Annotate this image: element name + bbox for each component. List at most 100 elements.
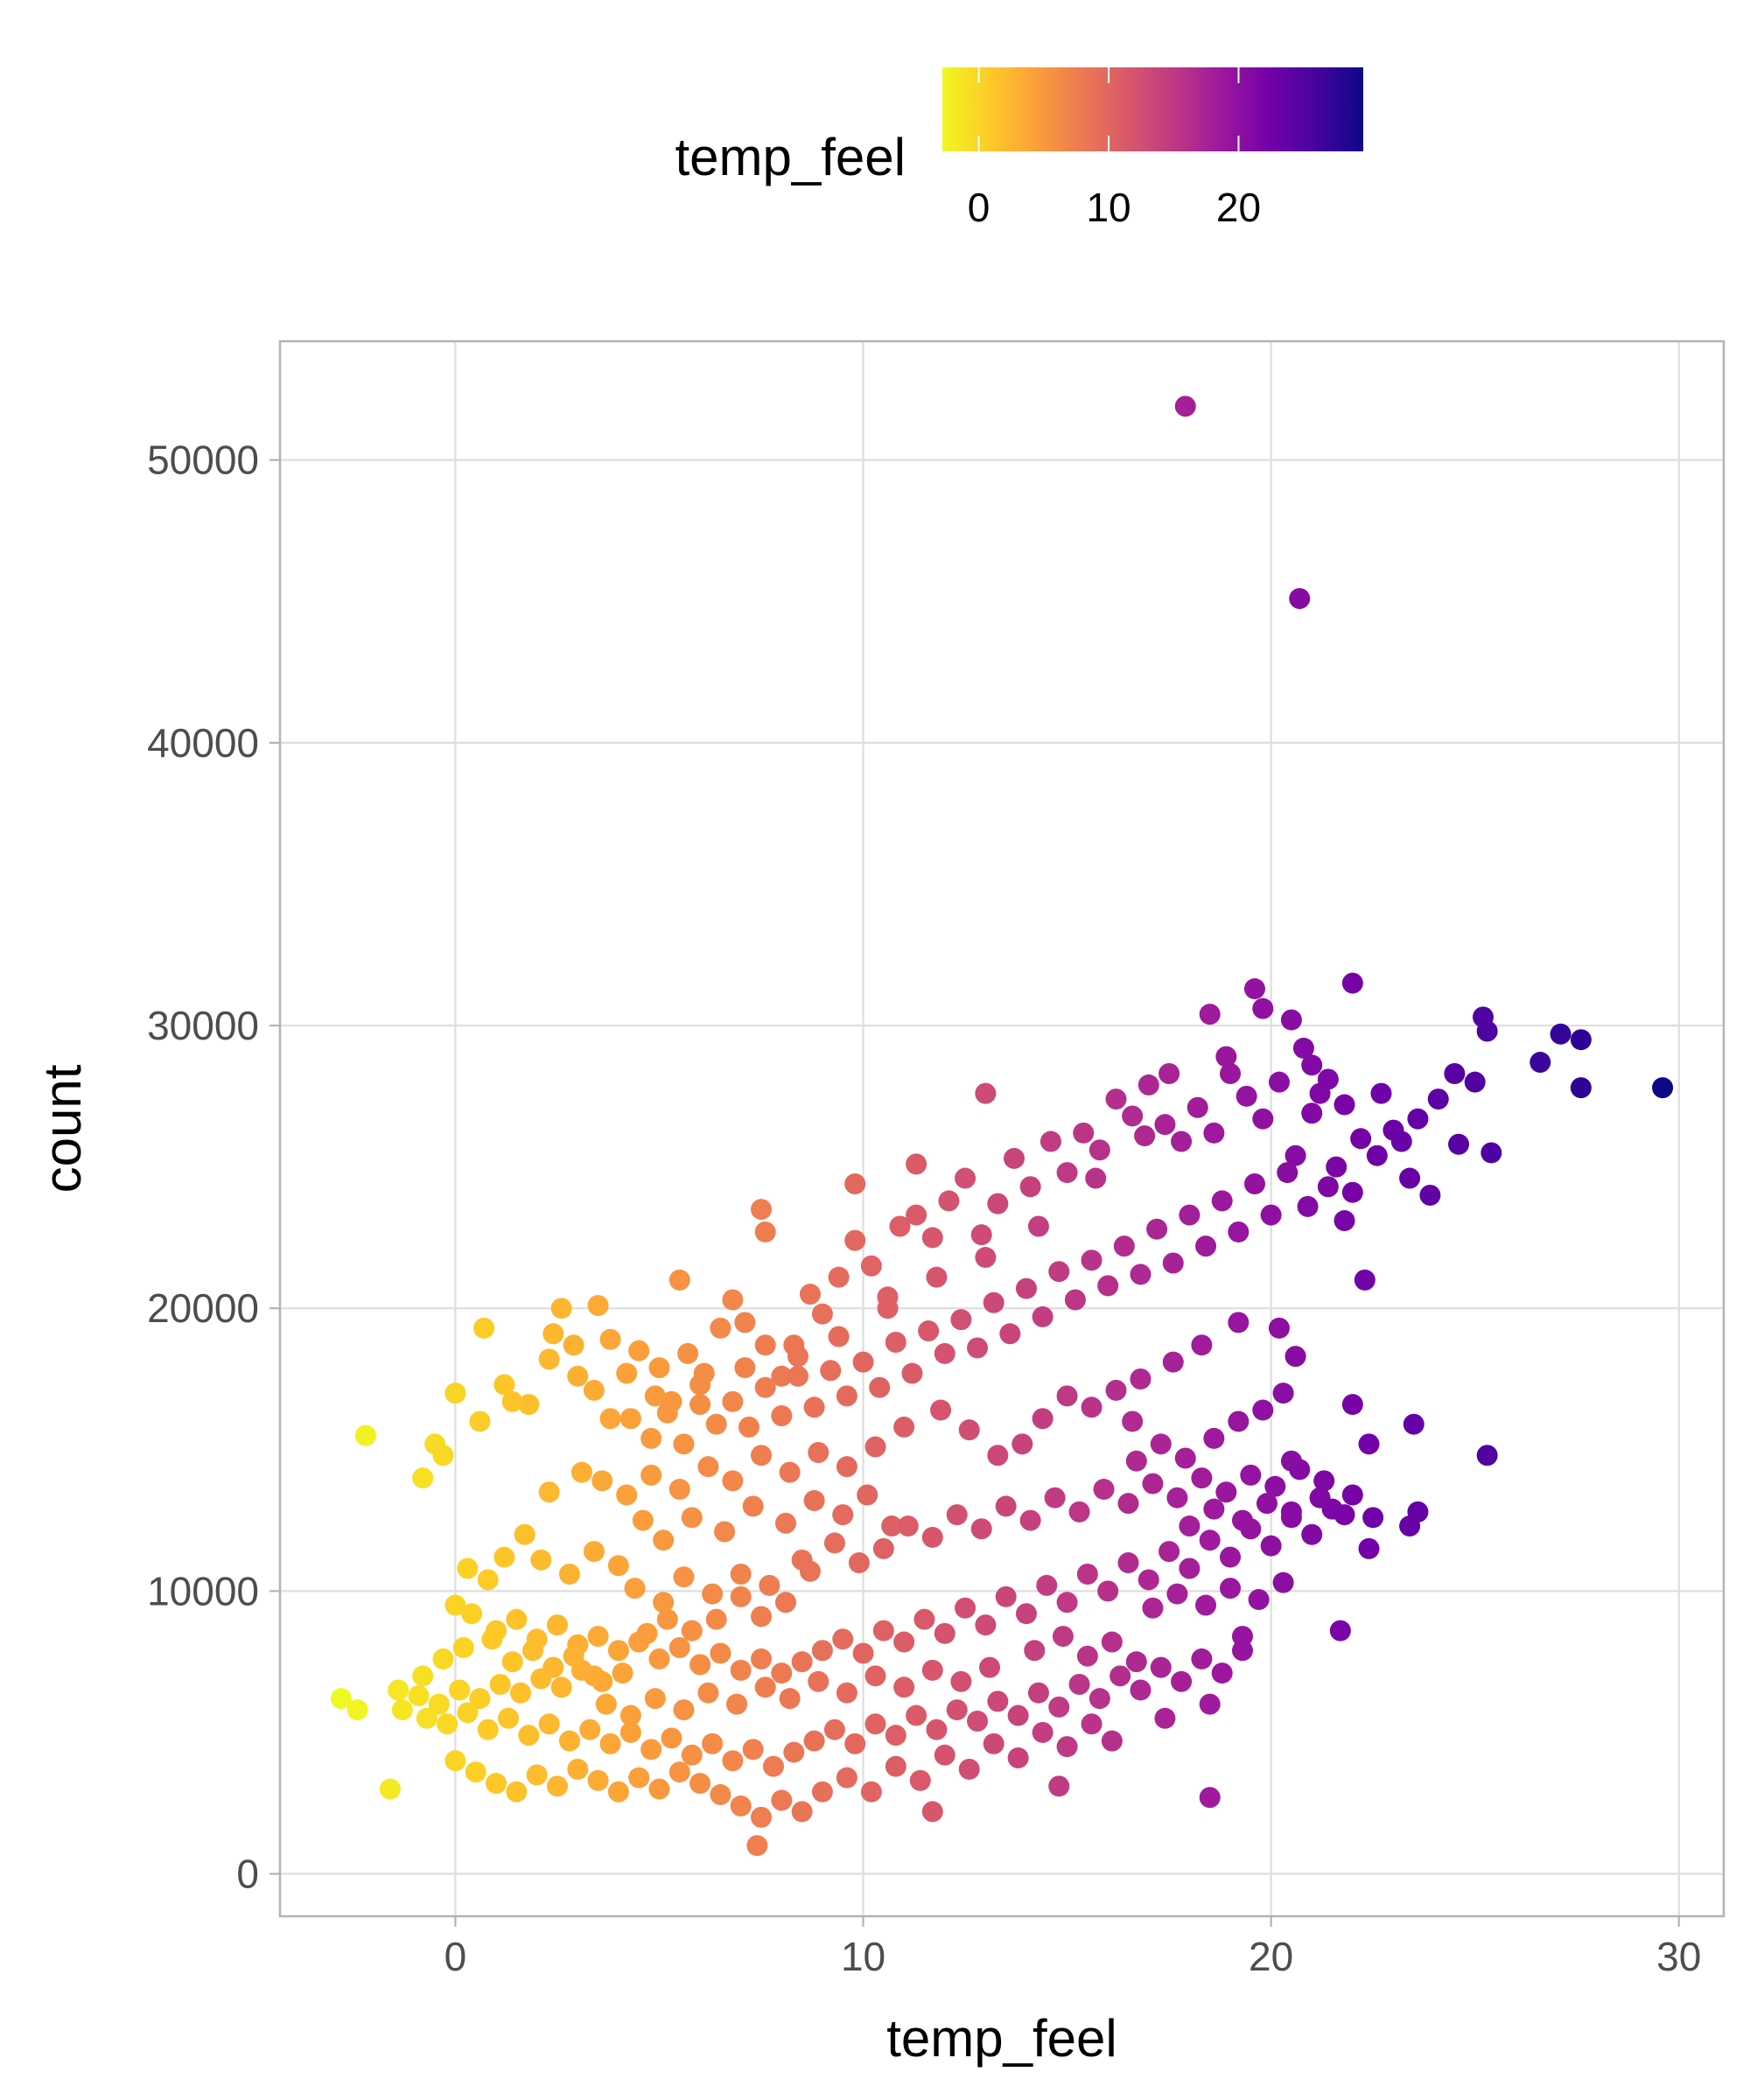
data-point: [738, 1416, 760, 1438]
data-point: [550, 1298, 572, 1320]
data-point: [1195, 1594, 1217, 1616]
data-point: [869, 1376, 891, 1398]
data-point: [391, 1699, 413, 1721]
data-point: [987, 1445, 1009, 1466]
data-point: [872, 1620, 894, 1642]
data-point: [1268, 1317, 1290, 1339]
data-point: [1354, 1269, 1376, 1291]
data-point: [926, 1718, 948, 1740]
data-point: [1289, 1459, 1311, 1480]
data-point: [607, 1781, 629, 1802]
data-point: [832, 1504, 854, 1526]
data-point: [1464, 1071, 1486, 1093]
data-point: [1158, 1062, 1180, 1084]
data-point: [570, 1461, 592, 1483]
data-point: [1301, 1054, 1323, 1076]
data-point: [346, 1699, 368, 1721]
data-point: [697, 1456, 719, 1478]
data-point: [1211, 1662, 1233, 1684]
data-point: [857, 1484, 878, 1506]
data-point: [1370, 1082, 1392, 1104]
y-axis: 0 10000 20000 30000 40000 50000: [147, 438, 280, 1897]
data-point: [1166, 1583, 1188, 1605]
data-point: [1134, 1125, 1156, 1147]
data-point: [668, 1761, 690, 1783]
data-point: [1036, 1574, 1058, 1596]
data-point: [595, 1693, 617, 1715]
data-point: [620, 1408, 641, 1430]
data-point: [1476, 1020, 1498, 1042]
data-point: [714, 1521, 736, 1543]
data-point: [1289, 588, 1311, 610]
data-point: [1130, 1679, 1152, 1701]
data-point: [983, 1292, 1004, 1313]
data-point: [893, 1416, 915, 1438]
data-point: [648, 1648, 670, 1670]
data-point: [1260, 1535, 1282, 1557]
data-point: [526, 1764, 548, 1786]
data-point: [808, 1670, 830, 1692]
data-point: [1110, 1665, 1131, 1687]
data-point: [599, 1408, 621, 1430]
data-point: [1203, 1122, 1225, 1144]
data-point: [975, 1614, 997, 1636]
data-point: [864, 1713, 886, 1735]
data-point: [1272, 1572, 1294, 1593]
data-point: [799, 1284, 821, 1306]
data-point: [791, 1801, 813, 1823]
y-tick-label: 40000: [147, 720, 259, 766]
y-tick-label: 0: [236, 1852, 259, 1897]
data-point: [889, 1215, 911, 1237]
legend-ticks: 0 10 20: [968, 67, 1261, 230]
data-point: [1444, 1062, 1466, 1084]
data-point: [388, 1679, 410, 1701]
data-point: [950, 1309, 972, 1331]
data-point: [668, 1479, 690, 1501]
data-point: [673, 1433, 695, 1455]
data-point: [542, 1323, 564, 1345]
data-point: [668, 1636, 690, 1658]
data-point: [860, 1255, 882, 1277]
data-point: [1174, 396, 1196, 417]
data-point: [1032, 1306, 1054, 1327]
data-point: [432, 1445, 454, 1466]
data-point: [779, 1688, 801, 1710]
data-point: [1350, 1128, 1372, 1150]
data-point: [1292, 1037, 1314, 1059]
data-points: [330, 396, 1674, 1857]
data-point: [730, 1563, 752, 1585]
data-point: [1117, 1493, 1139, 1515]
data-point: [530, 1549, 552, 1571]
data-point: [705, 1608, 727, 1630]
data-point: [432, 1648, 454, 1670]
data-point: [1260, 1204, 1282, 1226]
data-point: [1427, 1088, 1449, 1110]
data-point: [975, 1247, 997, 1269]
data-point: [587, 1626, 609, 1648]
data-point: [656, 1402, 678, 1424]
data-point: [1186, 1096, 1208, 1118]
data-point: [501, 1390, 523, 1412]
y-axis-title: count: [33, 1064, 92, 1193]
data-point: [1199, 1787, 1221, 1809]
data-point: [457, 1558, 479, 1579]
data-point: [872, 1537, 894, 1559]
data-point: [518, 1725, 540, 1746]
data-point: [803, 1396, 825, 1418]
data-point: [751, 1648, 772, 1670]
data-point: [1317, 1176, 1339, 1198]
data-point: [726, 1693, 748, 1715]
data-point: [751, 1806, 772, 1828]
data-point: [506, 1608, 528, 1630]
data-point: [1341, 1394, 1363, 1416]
legend-colorbar: [942, 67, 1363, 151]
data-point: [616, 1484, 638, 1506]
data-point: [690, 1394, 711, 1416]
data-point: [1228, 1221, 1250, 1242]
data-point: [1476, 1445, 1498, 1466]
data-point: [1166, 1487, 1188, 1508]
data-point: [844, 1173, 866, 1195]
data-point: [538, 1713, 560, 1735]
data-point: [486, 1773, 508, 1795]
